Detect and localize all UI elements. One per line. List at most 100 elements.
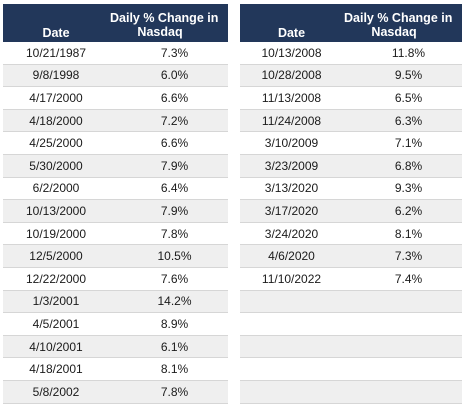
table-row: 10/19/2000 7.8%	[3, 222, 228, 246]
date-column-header: Date	[3, 4, 109, 42]
change-cell: 7.9%	[109, 154, 228, 178]
date-cell: 5/8/2002	[3, 380, 109, 404]
date-cell: 11/24/2008	[240, 109, 343, 133]
table-row: 4/18/2001 8.1%	[3, 357, 228, 381]
change-cell: 8.1%	[343, 222, 462, 246]
date-cell: 4/18/2001	[3, 357, 109, 381]
date-cell	[240, 312, 343, 336]
table-row: 4/17/2000 6.6%	[3, 86, 228, 110]
change-cell: 6.5%	[343, 86, 462, 110]
date-cell: 11/10/2022	[240, 267, 343, 291]
change-cell: 6.2%	[343, 199, 462, 223]
table-row: 3/13/2020 9.3%	[240, 177, 462, 201]
right-header-row: Date Daily % Change in Nasdaq	[240, 4, 462, 42]
left-table: Date Daily % Change in Nasdaq 10/21/1987…	[3, 4, 228, 404]
table-row: 3/10/2009 7.1%	[240, 131, 462, 155]
date-cell	[240, 357, 343, 381]
date-column-header: Date	[240, 4, 343, 42]
table-row: 3/24/2020 8.1%	[240, 222, 462, 246]
change-cell: 9.5%	[343, 64, 462, 88]
table-row: 4/25/2000 6.6%	[3, 131, 228, 155]
table-row: 3/23/2009 6.8%	[240, 154, 462, 178]
right-table: Date Daily % Change in Nasdaq 10/13/2008…	[240, 4, 462, 404]
date-cell: 4/10/2001	[3, 335, 109, 359]
date-cell: 1/3/2001	[3, 290, 109, 314]
change-cell: 7.6%	[109, 267, 228, 291]
change-cell: 7.9%	[109, 199, 228, 223]
date-cell: 10/28/2008	[240, 64, 343, 88]
change-cell: 10.5%	[109, 244, 228, 268]
date-cell: 4/17/2000	[3, 86, 109, 110]
date-cell: 4/25/2000	[3, 131, 109, 155]
table-row	[240, 380, 462, 404]
left-header-row: Date Daily % Change in Nasdaq	[3, 4, 228, 42]
table-row: 11/24/2008 6.3%	[240, 109, 462, 133]
date-cell: 6/2/2000	[3, 177, 109, 201]
date-cell: 10/21/1987	[3, 42, 109, 65]
change-cell: 6.6%	[109, 86, 228, 110]
change-column-header: Daily % Change in Nasdaq	[343, 4, 462, 42]
table-row: 12/5/2000 10.5%	[3, 244, 228, 268]
change-cell	[343, 335, 462, 359]
table-row: 4/6/2020 7.3%	[240, 244, 462, 268]
table-row: 3/17/2020 6.2%	[240, 199, 462, 223]
change-cell: 7.8%	[109, 380, 228, 404]
change-cell: 7.2%	[109, 109, 228, 133]
table-row: 10/13/2008 11.8%	[240, 42, 462, 65]
date-cell	[240, 335, 343, 359]
date-cell	[240, 290, 343, 314]
left-table-body: 10/21/1987 7.3% 9/8/1998 6.0% 4/17/2000 6.6% 4…	[3, 42, 228, 404]
change-cell: 7.1%	[343, 131, 462, 155]
change-cell: 6.1%	[109, 335, 228, 359]
table-row: 5/30/2000 7.9%	[3, 154, 228, 178]
table-row: 4/18/2000 7.2%	[3, 109, 228, 133]
change-cell: 7.3%	[343, 244, 462, 268]
date-cell: 12/22/2000	[3, 267, 109, 291]
change-cell: 14.2%	[109, 290, 228, 314]
date-cell: 12/5/2000	[3, 244, 109, 268]
table-row: 4/5/2001 8.9%	[3, 312, 228, 336]
table-row	[240, 312, 462, 336]
change-header-line1: Daily % Change in	[344, 11, 453, 25]
change-cell: 6.6%	[109, 131, 228, 155]
table-row: 10/28/2008 9.5%	[240, 64, 462, 88]
table-row: 1/3/2001 14.2%	[3, 290, 228, 314]
change-cell	[343, 357, 462, 381]
change-cell: 6.8%	[343, 154, 462, 178]
change-cell: 6.0%	[109, 64, 228, 88]
table-row: 5/8/2002 7.8%	[3, 380, 228, 404]
table-row: 9/8/1998 6.0%	[3, 64, 228, 88]
date-cell: 3/24/2020	[240, 222, 343, 246]
change-cell: 7.8%	[109, 222, 228, 246]
date-cell: 4/5/2001	[3, 312, 109, 336]
change-header-line1: Daily % Change in	[110, 11, 219, 25]
change-cell: 6.4%	[109, 177, 228, 201]
change-cell: 8.1%	[109, 357, 228, 381]
date-cell: 10/13/2008	[240, 42, 343, 65]
change-cell: 9.3%	[343, 177, 462, 201]
table-row: 11/10/2022 7.4%	[240, 267, 462, 291]
change-header-line2: Nasdaq	[137, 25, 183, 39]
table-row: 10/13/2000 7.9%	[3, 199, 228, 223]
change-cell	[343, 312, 462, 336]
change-cell	[343, 380, 462, 404]
date-cell: 4/6/2020	[240, 244, 343, 268]
table-row: 4/10/2001 6.1%	[3, 335, 228, 359]
table-row	[240, 335, 462, 359]
date-cell: 3/17/2020	[240, 199, 343, 223]
right-table-body: 10/13/2008 11.8% 10/28/2008 9.5% 11/13/2008 6…	[240, 42, 462, 404]
table-row: 11/13/2008 6.5%	[240, 86, 462, 110]
date-cell: 3/10/2009	[240, 131, 343, 155]
change-cell: 8.9%	[109, 312, 228, 336]
table-row: 6/2/2000 6.4%	[3, 177, 228, 201]
change-cell: 11.8%	[343, 42, 462, 65]
table-row: 10/21/1987 7.3%	[3, 42, 228, 65]
date-cell: 3/23/2009	[240, 154, 343, 178]
date-cell: 10/13/2000	[3, 199, 109, 223]
change-cell: 7.3%	[109, 42, 228, 65]
change-cell: 6.3%	[343, 109, 462, 133]
table-row	[240, 290, 462, 314]
date-cell: 4/18/2000	[3, 109, 109, 133]
date-cell: 3/13/2020	[240, 177, 343, 201]
change-cell: 7.4%	[343, 267, 462, 291]
